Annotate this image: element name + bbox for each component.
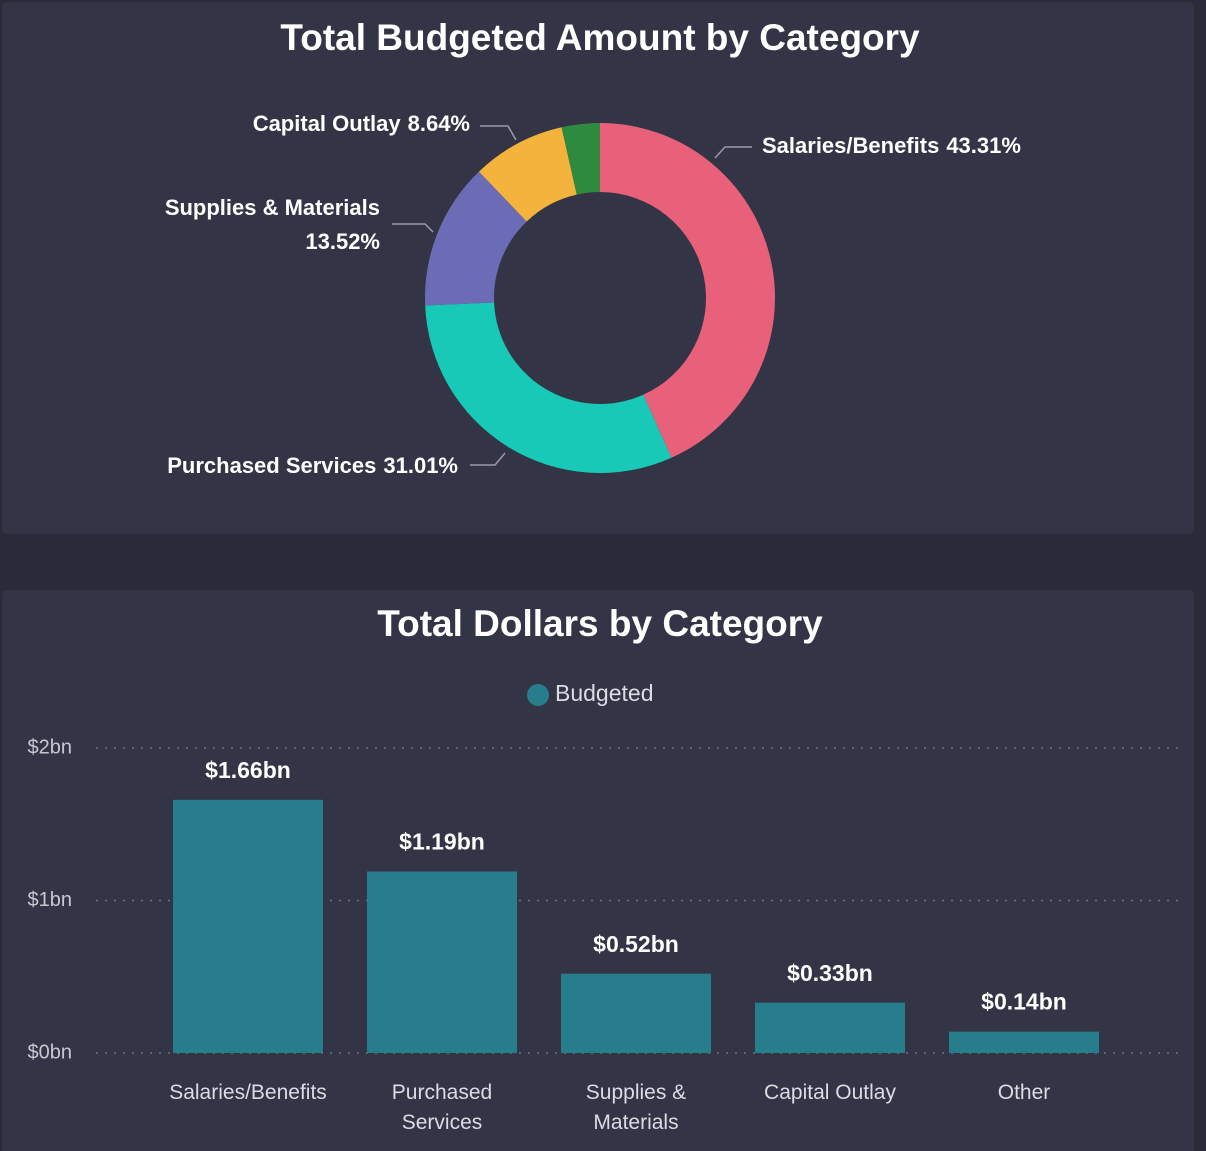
data-label: $1.19bn [399,829,485,855]
slice-percent: 31.01% [383,453,458,478]
slice-name: Purchased Services [167,453,376,478]
donut-slice [600,123,776,458]
slice-percent: 43.31% [946,133,1021,158]
leader-line [392,223,434,233]
y-tick-label: $2bn [28,736,73,758]
donut-slice [425,302,672,473]
data-label: $1.66bn [205,757,291,783]
legend-label: Budgeted [555,680,653,706]
bar [173,799,323,1053]
leader-line [480,125,517,141]
slice-name: Salaries/Benefits [762,133,939,158]
donut-slice [561,123,600,195]
bar [367,871,517,1053]
data-label: $0.14bn [981,989,1067,1015]
y-tick-label: $0bn [28,1041,73,1063]
bar [949,1031,1099,1053]
slice-label: Purchased Services 31.01% [167,453,458,478]
x-tick-label: Salaries/Benefits [169,1081,327,1104]
bar [755,1002,905,1053]
slice-percent: 8.64% [408,111,470,136]
x-tick-label: Purchased Services [391,1081,493,1134]
leader-line [470,452,506,466]
legend-marker [527,684,549,706]
slice-label: Capital Outlay 8.64% [253,111,470,136]
bar [561,973,711,1053]
donut-slice [424,171,527,306]
leader-line [714,146,752,159]
slice-label: Supplies & Materials 13.52% [165,195,380,254]
chart-title: Total Dollars by Category [377,603,823,644]
slice-percent: 13.52% [305,229,380,254]
data-label: $0.52bn [593,931,679,957]
x-tick-label: Capital Outlay [764,1081,896,1104]
slice-name: Capital Outlay [253,111,402,136]
slice-name: Supplies & Materials [165,195,380,220]
data-label: $0.33bn [787,960,873,986]
x-tick-label: Supplies & Materials [585,1081,687,1134]
x-tick-label: Other [997,1081,1051,1104]
y-tick-label: $1bn [28,889,73,911]
chart-title: Total Budgeted Amount by Category [280,17,920,58]
donut-slice [478,127,577,222]
panel [2,2,1194,534]
slice-label: Salaries/Benefits 43.31% [762,133,1021,158]
